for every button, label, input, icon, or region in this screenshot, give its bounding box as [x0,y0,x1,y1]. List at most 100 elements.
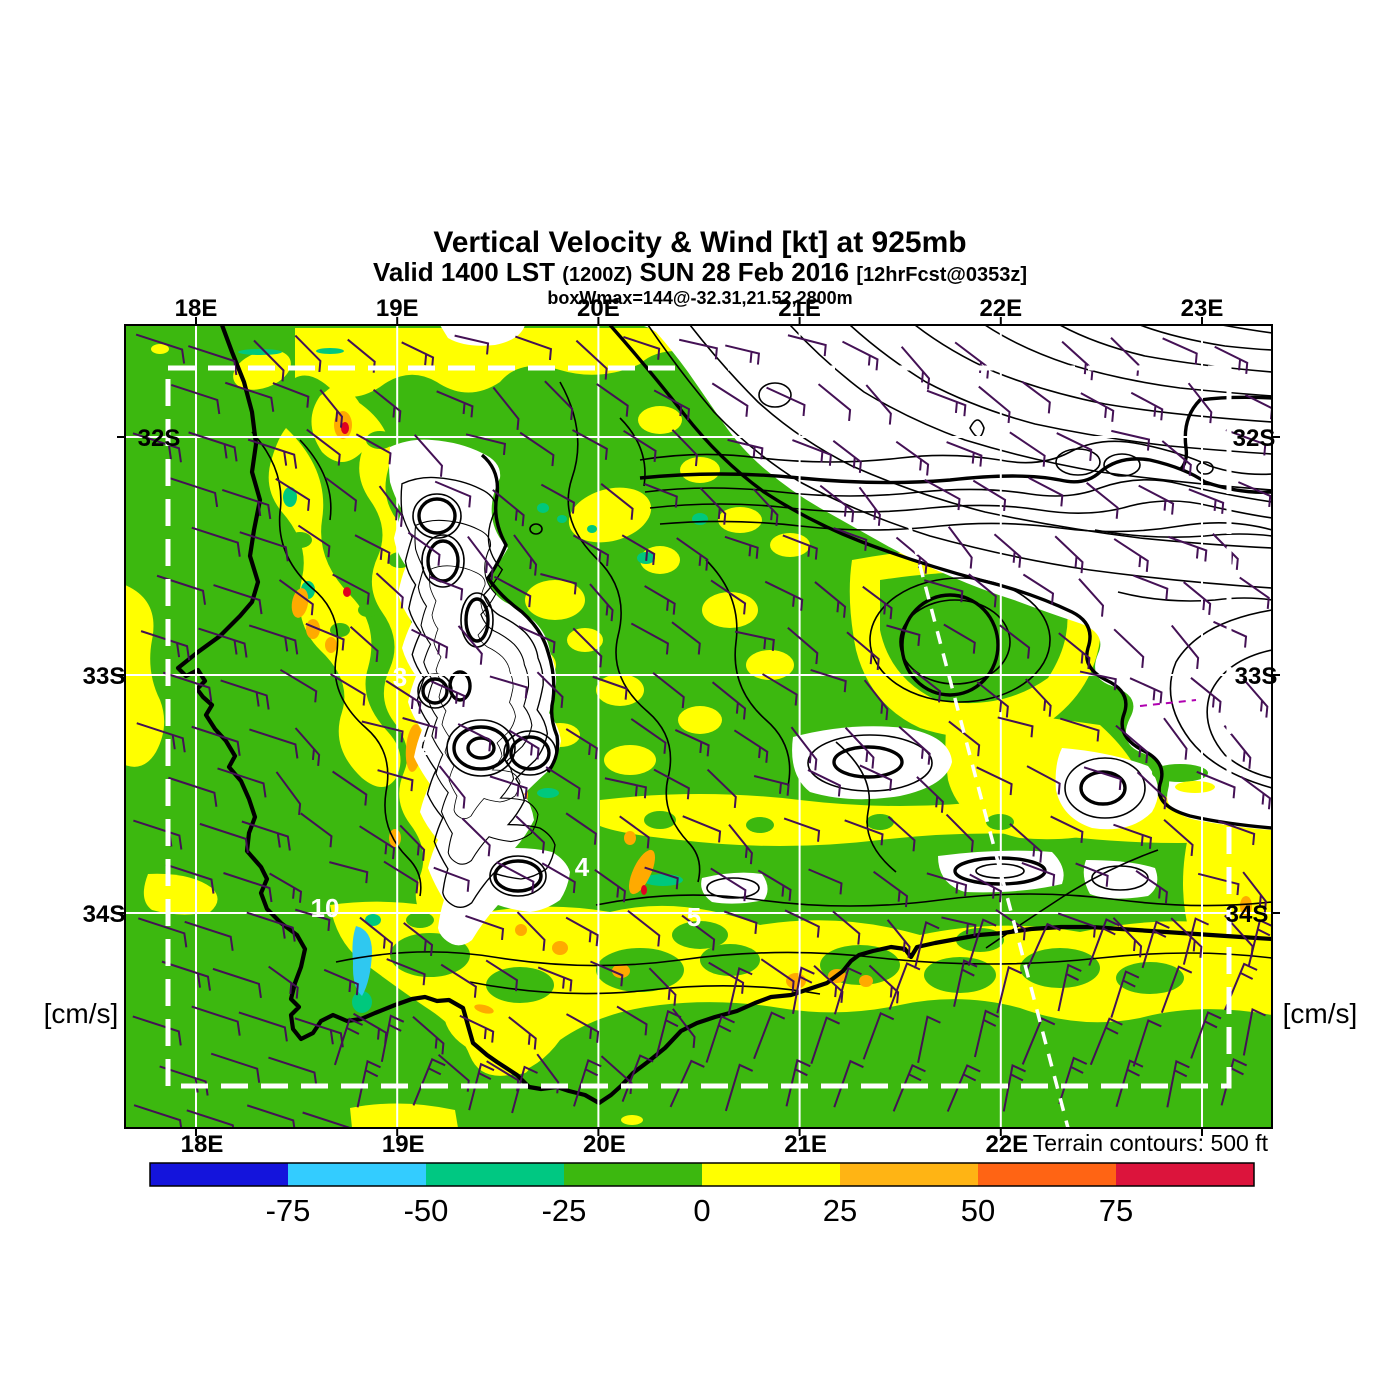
wind-barb [711,382,749,417]
wind-barb [268,1056,318,1087]
wind-barb [844,819,884,846]
wind-barb [790,726,818,771]
wind-barb [213,584,263,615]
wind-barb [508,1016,537,1050]
lon-label-bottom: 20E [583,1131,626,1158]
wind-barb [212,967,262,999]
colorbar-cell [702,1163,840,1186]
wind-barb [489,775,528,800]
lon-label-bottom: 22E [985,1131,1028,1158]
wind-barb [191,526,241,557]
wind-barb [846,631,880,671]
lon-label-top: 23E [1181,295,1224,322]
lon-label-top: 22E [979,295,1022,322]
wind-barb [682,815,722,843]
wind-barb [727,966,753,1015]
wind-barb [1223,725,1252,769]
wind-barb [436,390,474,418]
wind-barb [168,776,218,807]
wind-barb [1168,535,1208,562]
wind-barb [541,862,576,894]
wind-barb [967,918,997,967]
wind-barb [653,768,690,800]
wind-barb [681,914,716,951]
wind-barb [1214,345,1249,374]
wind-barb [162,671,213,702]
wind-barb [565,812,597,845]
colorbar-value: -50 [404,1193,449,1228]
wind-barb [1220,1058,1248,1106]
wind-barb [1057,912,1097,938]
wind-barb [752,488,779,527]
wind-barb [161,960,211,991]
wind-barb [1058,1056,1088,1105]
wind-barb [592,675,628,700]
wind-barb [454,334,490,355]
wind-barb [1161,440,1192,476]
wind-barb [325,477,358,512]
wind-barb [513,534,538,576]
wind-barb [430,680,466,708]
wind-barb [540,483,576,514]
lon-label-top: 18E [175,295,218,322]
wind-barb [485,959,519,992]
wind-barb [1213,620,1248,648]
wind-barb [968,573,997,608]
date-label: SUN 28 Feb 2016 [639,257,850,287]
wind-barb [787,626,819,665]
wind-barb [1166,1059,1190,1108]
wind-barb [600,483,634,520]
colorbar-cell [288,1163,426,1186]
chart-title: Vertical Velocity & Wind [kt] at 925mb [433,226,967,259]
wind-barb [1054,535,1084,574]
wind-barb [1115,724,1149,764]
wind-barb [753,1011,786,1060]
wind-barb [833,527,868,551]
wind-barb [912,669,942,703]
lat-lon-gridlines [125,325,1272,1128]
cross-section-line [906,519,1070,1128]
wind-barb [428,575,464,601]
wind-barb [508,729,540,760]
wind-barb [710,867,747,902]
wind-barb [590,960,624,987]
colorbar-value: 25 [823,1193,857,1228]
wind-barb [784,909,820,938]
wind-barb [999,624,1031,659]
wind-barb [993,533,1022,568]
wind-barb [184,920,234,951]
wind-barb [1025,678,1052,717]
wind-barb [757,869,792,901]
wind-barb [997,716,1034,738]
wind-barb [1028,476,1064,507]
wind-barb [210,1052,261,1083]
wind-barb [375,572,404,609]
wind-barb [333,1017,364,1066]
wind-barb [623,429,657,462]
wind-barb [604,777,647,799]
wind-barb [133,1104,183,1128]
downdraft-cyan-patch [352,926,372,996]
wind-barb [1237,481,1272,508]
wind-barb [619,815,650,849]
wind-barb [653,389,691,421]
map-area: 3 2 1 4 10 5 [125,325,1272,1128]
wind-barb [319,389,344,428]
wind-barb [644,585,676,615]
wind-barb [976,766,1013,796]
wind-barb [156,574,207,605]
wind-barb [566,1013,600,1043]
wind-barb [329,673,366,706]
axis-tick-labels: 18E 18E 19E 19E 20E 20E 21E 21E 22E 22E 23E 32S 32S 3… [83,295,1278,1158]
wind-barb [135,333,186,364]
wind-barb [354,534,391,564]
wind-barb [413,434,444,477]
wind-barb [832,440,862,473]
wind-barb [596,383,629,417]
wind-barb [372,388,402,423]
wind-barb [269,872,303,903]
wind-barb [727,438,764,460]
wind-barb-field [132,333,1272,1128]
wind-barb [412,1057,446,1106]
